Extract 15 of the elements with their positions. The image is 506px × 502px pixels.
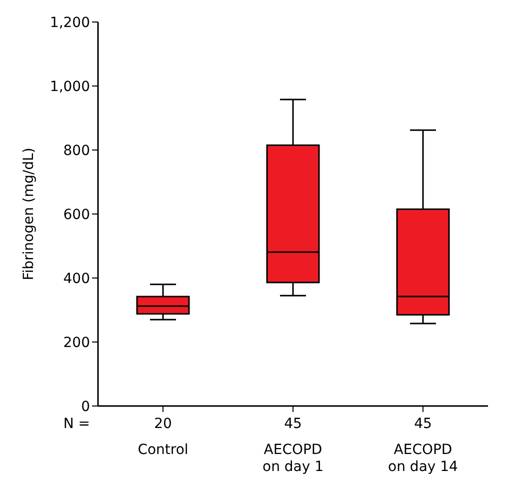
text: 45 bbox=[284, 416, 302, 432]
x-tick-label: AECOPD on day 14 bbox=[388, 442, 458, 475]
x-tick-label: AECOPD on day 1 bbox=[262, 442, 324, 475]
y-tick-label: 800 bbox=[63, 142, 90, 159]
y-axis-title: Fibrinogen (mg/dL) bbox=[20, 148, 37, 280]
text: N = bbox=[63, 416, 90, 432]
y-tick-label: 1,200 bbox=[50, 14, 90, 31]
y-tick-label: 200 bbox=[63, 334, 90, 351]
y-tick-label: 600 bbox=[63, 206, 90, 223]
text: 45 bbox=[414, 416, 432, 432]
x-tick-label: Control bbox=[138, 442, 188, 458]
text: 20 bbox=[154, 416, 172, 432]
y-tick-label: 400 bbox=[63, 270, 90, 287]
y-tick-label: 0 bbox=[81, 398, 90, 415]
y-tick-label: 1,000 bbox=[50, 78, 90, 95]
